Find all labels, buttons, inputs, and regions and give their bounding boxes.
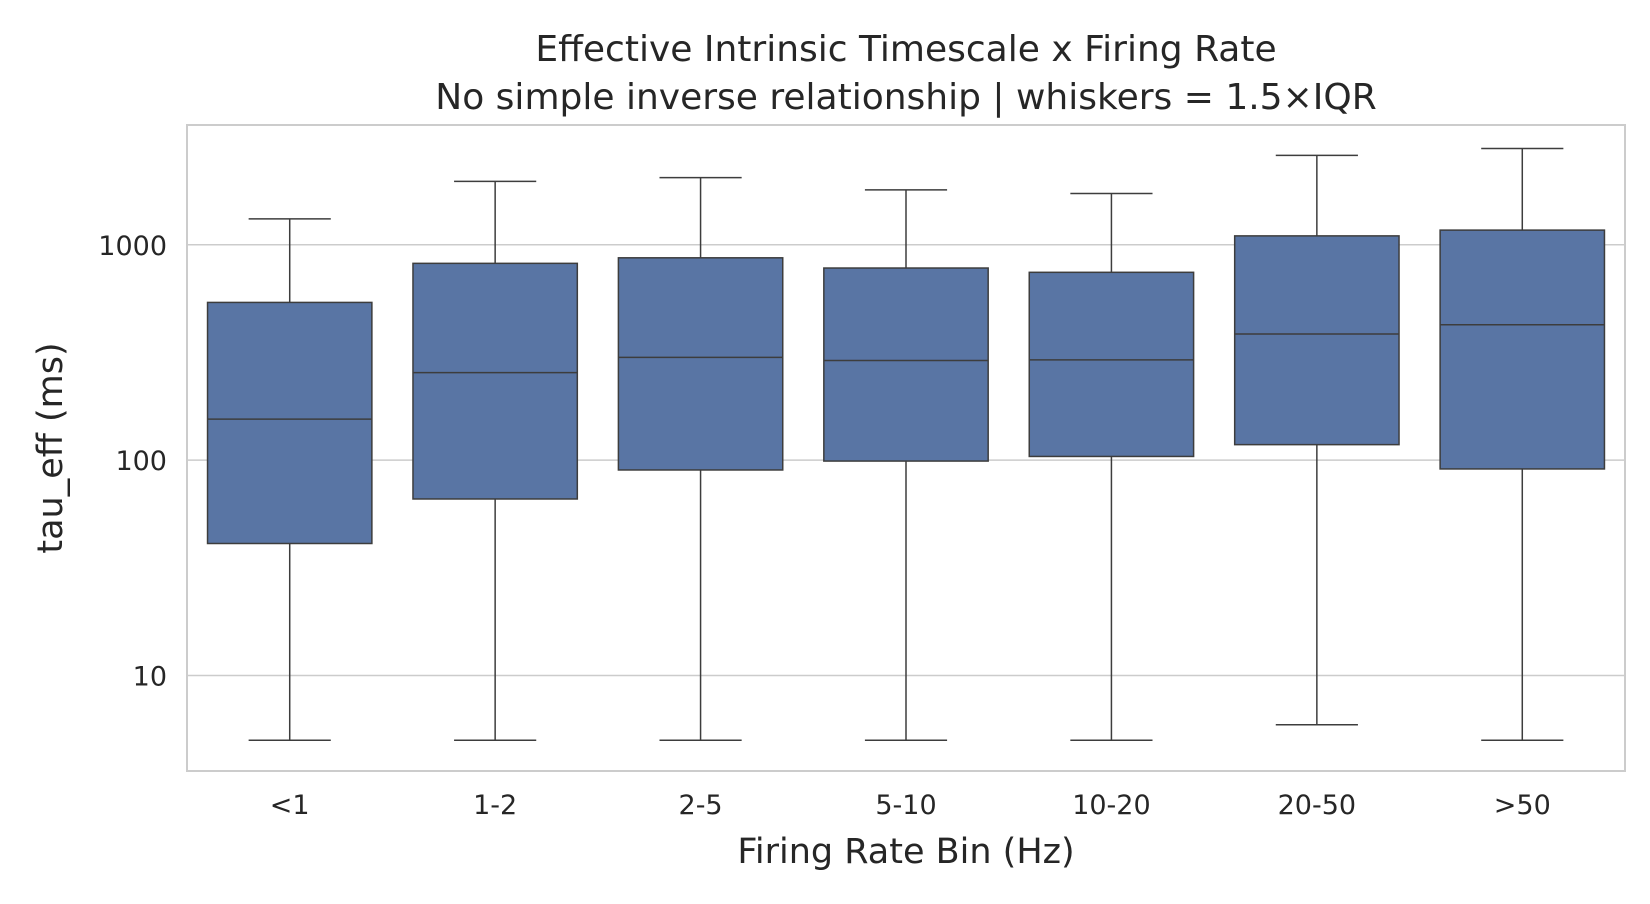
y-tick-label: 100	[115, 446, 167, 477]
x-tick-label: 2-5	[679, 790, 723, 821]
x-axis-label: Firing Rate Bin (Hz)	[737, 832, 1074, 872]
box-body	[617, 257, 784, 471]
box-7	[1439, 147, 1606, 742]
box-body	[1439, 229, 1606, 470]
x-tick-label: 20-50	[1278, 790, 1356, 821]
box-body	[823, 267, 989, 462]
x-tick-labels: <1 1-2 2-5 5-10 10-20 20-50 >50	[270, 790, 1551, 821]
y-axis-label: tau_eff (ms)	[31, 342, 71, 553]
y-tick-labels: 10 100 1000	[98, 231, 167, 693]
x-tick-label: >50	[1494, 790, 1551, 821]
y-tick-label: 1000	[98, 231, 167, 262]
boxes-layer	[206, 147, 1606, 742]
box-body	[206, 301, 373, 545]
box-2	[412, 180, 579, 742]
x-tick-label: 10-20	[1072, 790, 1150, 821]
chart-title: Effective Intrinsic Timescale x Firing R…	[535, 29, 1276, 70]
box-4	[823, 189, 989, 742]
box-body	[1028, 271, 1195, 458]
box-3	[617, 176, 784, 742]
plot-frame	[186, 124, 1626, 772]
box-1	[206, 218, 373, 742]
box-5	[1028, 192, 1195, 742]
y-tick-label: 10	[133, 661, 167, 692]
box-body	[412, 262, 579, 500]
chart-subtitle: No simple inverse relationship | whisker…	[435, 77, 1376, 118]
x-tick-label: 1-2	[473, 790, 517, 821]
box-6	[1233, 154, 1400, 726]
x-tick-label: <1	[270, 790, 310, 821]
box-body	[1233, 235, 1400, 446]
x-tick-label: 5-10	[875, 790, 936, 821]
